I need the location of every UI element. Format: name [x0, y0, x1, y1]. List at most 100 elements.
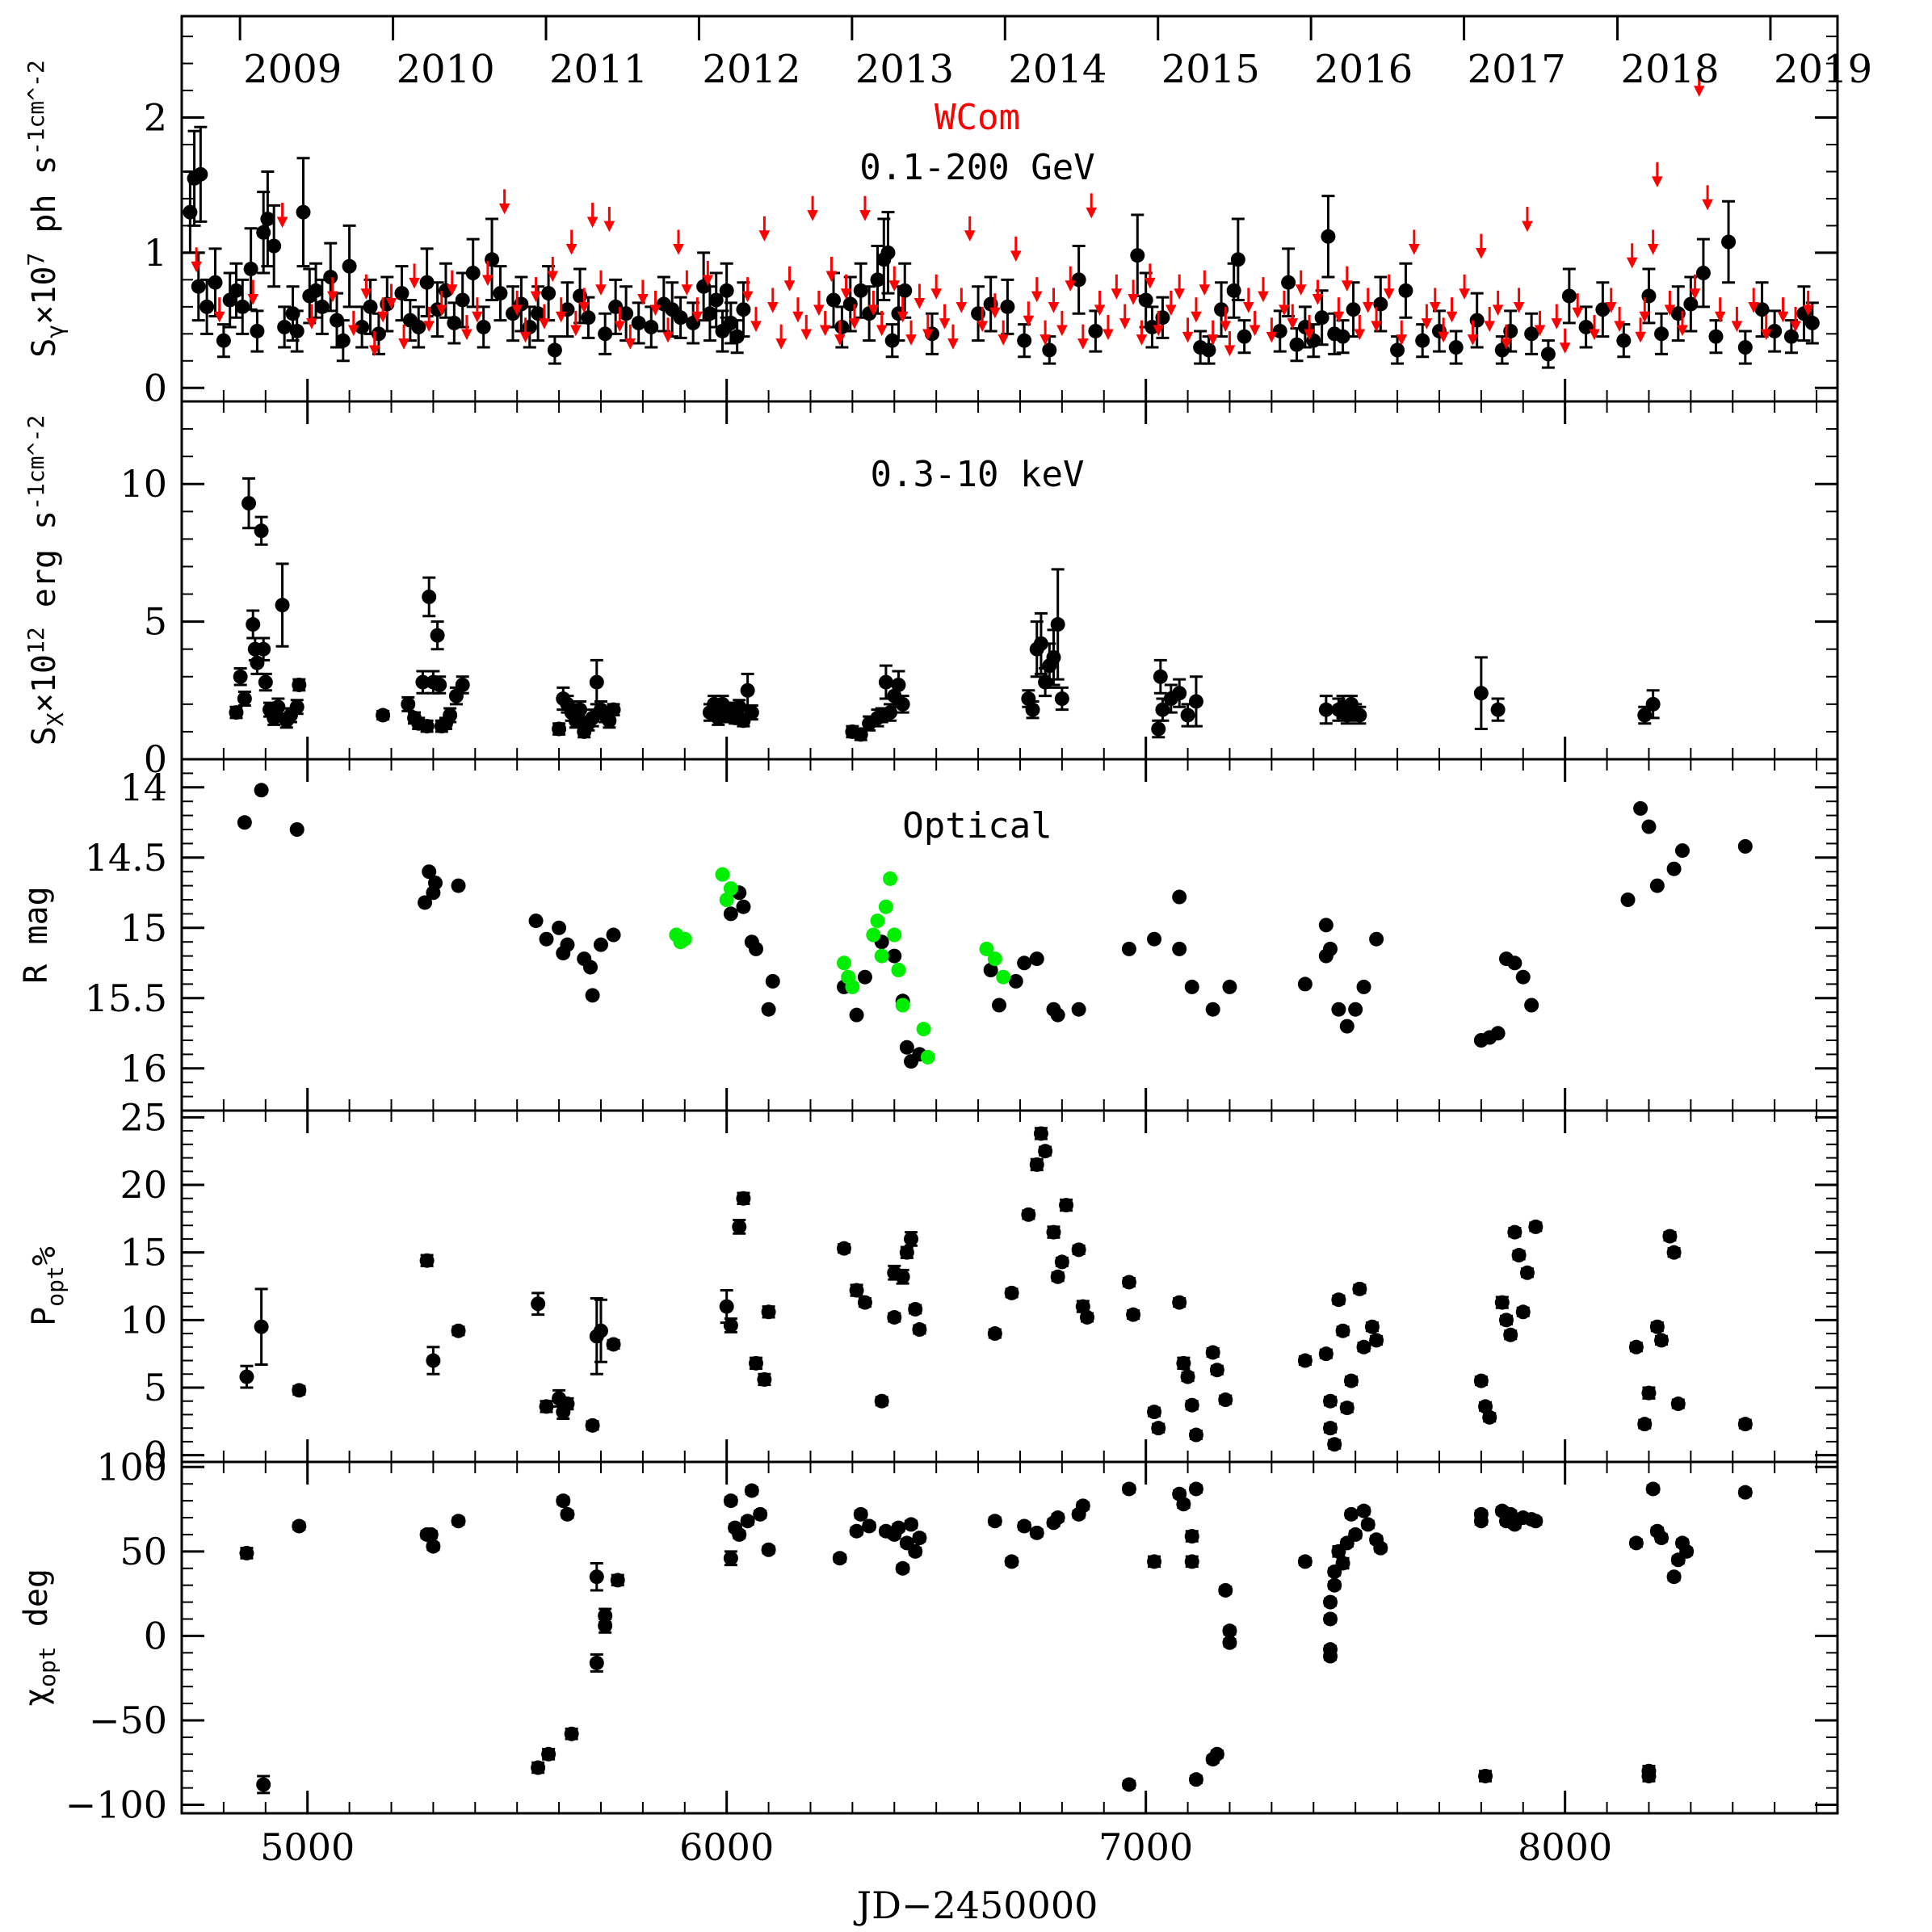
data-point [1390, 342, 1405, 358]
data-point [256, 641, 271, 657]
data-point [826, 292, 842, 308]
data-point [267, 238, 282, 254]
upper-limit-arrowhead [1056, 325, 1068, 337]
year-label: 2009 [243, 47, 342, 92]
data-point [239, 1545, 254, 1560]
data-point [1004, 1285, 1019, 1300]
data-point [897, 283, 913, 298]
data-point [1352, 708, 1367, 723]
data-point [598, 326, 613, 342]
upper-limit-arrowhead [775, 338, 787, 350]
data-point [1561, 288, 1577, 304]
data-point [1754, 302, 1770, 317]
data-point [1331, 1002, 1346, 1017]
upper-limit-arrowhead [859, 210, 871, 221]
upper-limit-arrowhead [662, 331, 674, 343]
data-point [1473, 1373, 1489, 1388]
data-point [837, 1241, 851, 1256]
data-point [715, 867, 730, 882]
data-point [1017, 1518, 1032, 1534]
panel-xray: 0 5 10 SX​×1012​ erg s-1cm^-2​ [23, 400, 1839, 781]
upper-limit-arrowhead [947, 338, 959, 350]
upper-limit-arrowhead [377, 311, 388, 323]
data-point [1218, 1392, 1233, 1408]
y-axis-label: Sγ​×107​ ph s-1cm^-2​ [23, 60, 69, 358]
data-point [1222, 1635, 1237, 1650]
data-point [719, 892, 734, 907]
data-point [606, 702, 621, 717]
data-point [1188, 694, 1203, 709]
data-point [598, 1618, 613, 1633]
data-point [1804, 315, 1820, 330]
data-point [1188, 1481, 1203, 1497]
data-point [736, 1191, 751, 1206]
upper-limit-arrowhead [1354, 329, 1366, 341]
data-point [987, 951, 1002, 967]
data-point [1356, 1339, 1371, 1354]
data-point [899, 1040, 914, 1055]
data-point [419, 719, 435, 734]
data-point [1151, 1421, 1166, 1436]
data-point [761, 1542, 776, 1557]
data-point [1666, 1569, 1682, 1585]
data-point [874, 1393, 889, 1409]
y-tick-label: 15 [120, 1231, 167, 1275]
data-point [1176, 1355, 1191, 1371]
data-point [419, 1253, 435, 1268]
upper-limit-arrowhead [360, 288, 372, 300]
data-point [1046, 1224, 1061, 1240]
data-point [1327, 1437, 1342, 1452]
data-point [242, 496, 257, 511]
upper-limit-arrowhead [191, 261, 202, 273]
upper-limit-arrowhead [922, 329, 934, 341]
upper-limit-arrowhead [530, 291, 542, 303]
upper-limit-arrowhead [673, 244, 684, 255]
data-point [1318, 1346, 1334, 1362]
data-point [1008, 973, 1023, 989]
data-point [1147, 1554, 1162, 1569]
data-point [1499, 1312, 1514, 1328]
data-point [1415, 333, 1430, 348]
data-point [849, 1523, 864, 1539]
data-point [200, 299, 215, 314]
data-point [1737, 838, 1753, 854]
data-point [1033, 636, 1048, 651]
upper-limit-arrowhead [1266, 331, 1278, 343]
data-point [719, 283, 734, 298]
data-point [1000, 299, 1015, 314]
data-point [1628, 1339, 1644, 1354]
y-tick-label: −50 [89, 1699, 167, 1742]
upper-limit-arrowhead [1714, 311, 1726, 323]
data-point [1628, 1535, 1644, 1551]
data-point [593, 937, 608, 952]
data-point [1524, 326, 1539, 342]
y-tick-label: 25 [120, 1095, 167, 1139]
data-point [1054, 1254, 1069, 1270]
data-point [1578, 319, 1594, 334]
y-tick-label: 15.5 [85, 976, 167, 1020]
upper-limit-arrowhead [1295, 284, 1307, 296]
upper-limit-arrowhead [1182, 331, 1194, 343]
y-tick-label: 14 [120, 766, 167, 809]
data-point [1184, 979, 1199, 994]
data-point [1348, 1527, 1363, 1542]
y-tick-label: 15 [120, 906, 167, 950]
data-point [1654, 1531, 1670, 1546]
panel-title-xray: 0.3-10 keV [871, 454, 1085, 495]
data-point [1645, 696, 1661, 712]
upper-limit-arrowhead [539, 318, 550, 330]
upper-limit-arrowhead [1748, 301, 1760, 313]
panel-gamma-ray: 0 1 2 Sγ​×107​ ph s-1cm^-2​ 2009 2010 2011 2012… [23, 15, 1872, 410]
data-point [883, 871, 898, 886]
data-point [740, 682, 755, 698]
data-point [1679, 1544, 1695, 1559]
data-point [895, 998, 910, 1013]
upper-limit-arrowhead [956, 301, 968, 313]
y-tick-label: 5 [144, 1366, 167, 1409]
data-point [1339, 1401, 1354, 1416]
data-point [560, 1506, 575, 1522]
data-point [1180, 1369, 1195, 1384]
data-point [233, 669, 248, 684]
data-point [1737, 340, 1753, 355]
upper-limit-arrowhead [1614, 321, 1625, 333]
